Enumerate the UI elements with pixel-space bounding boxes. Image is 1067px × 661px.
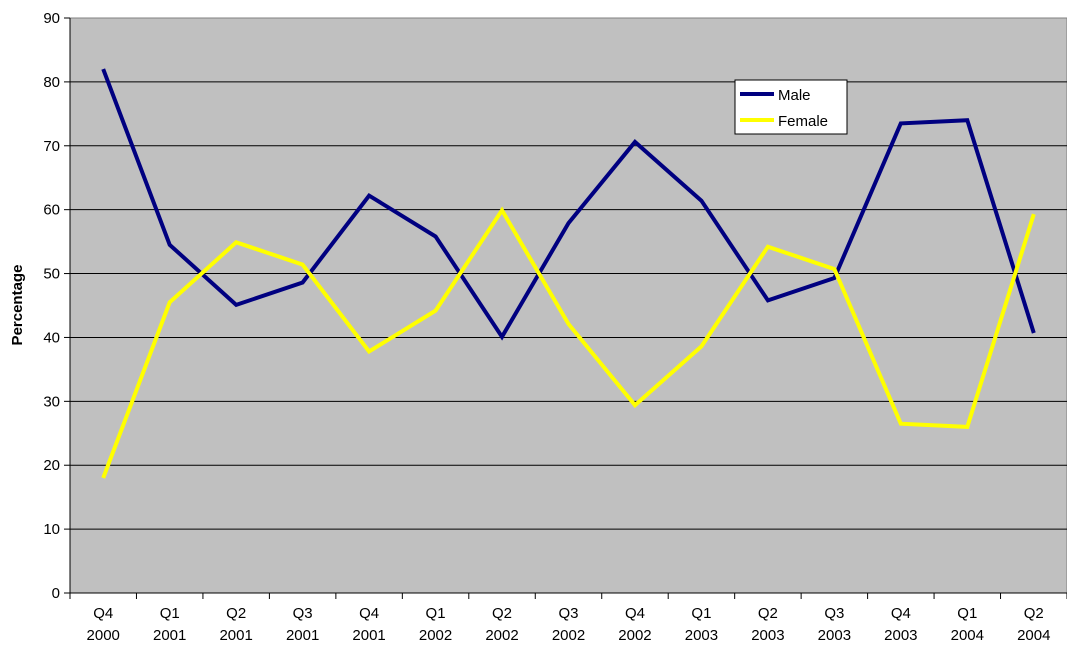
y-tick-label: 10	[43, 521, 60, 538]
y-tick-label: 30	[43, 393, 60, 410]
y-tick-label: 80	[43, 74, 60, 91]
y-tick-label: 20	[43, 457, 60, 474]
y-tick-label: 40	[43, 329, 60, 346]
legend-label-male: Male	[778, 87, 811, 104]
y-tick-label: 0	[52, 585, 60, 602]
y-tick-label: 90	[43, 10, 60, 27]
legend: Male Female	[735, 80, 847, 134]
legend-label-female: Female	[778, 113, 828, 130]
y-tick-label: 50	[43, 266, 60, 283]
y-tick-label: 60	[43, 202, 60, 219]
y-axis-title: Percentage	[9, 265, 26, 346]
y-axis-ticks: 0 10 20 30 40 50 60 70 80 90	[43, 10, 70, 602]
y-tick-label: 70	[43, 138, 60, 155]
plot-area	[70, 18, 1067, 593]
